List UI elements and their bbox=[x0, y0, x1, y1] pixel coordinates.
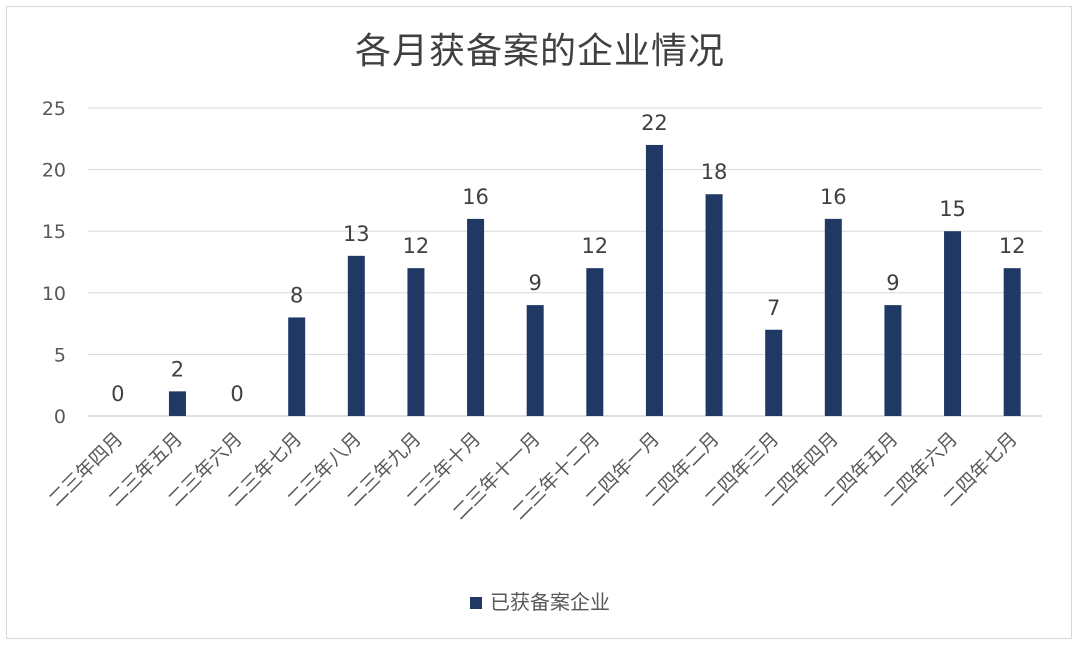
data-label: 12 bbox=[581, 234, 608, 258]
legend-label: 已获备案企业 bbox=[490, 590, 610, 614]
data-label: 12 bbox=[403, 234, 430, 258]
bar bbox=[944, 231, 962, 416]
bar bbox=[586, 268, 604, 416]
bar bbox=[705, 194, 723, 416]
bar bbox=[824, 218, 842, 416]
data-label: 0 bbox=[111, 382, 124, 406]
legend-swatch bbox=[470, 596, 482, 609]
data-label: 7 bbox=[767, 296, 780, 320]
y-tick-label: 15 bbox=[42, 221, 66, 243]
bar bbox=[645, 144, 663, 416]
data-label: 9 bbox=[886, 271, 899, 295]
y-tick-label: 25 bbox=[42, 98, 66, 120]
y-tick-label: 5 bbox=[54, 344, 66, 366]
bar bbox=[765, 329, 783, 416]
data-label: 8 bbox=[290, 283, 303, 307]
data-label: 9 bbox=[529, 271, 542, 295]
data-label: 0 bbox=[230, 382, 243, 406]
bar bbox=[1003, 268, 1021, 416]
bar bbox=[884, 305, 902, 416]
data-label: 16 bbox=[462, 185, 489, 209]
chart-legend: 已获备案企业 bbox=[0, 586, 1080, 615]
bar bbox=[526, 305, 544, 416]
data-label: 2 bbox=[171, 357, 184, 381]
bar bbox=[168, 391, 186, 416]
data-label: 15 bbox=[939, 197, 966, 221]
bar bbox=[407, 268, 425, 416]
data-label: 22 bbox=[641, 111, 668, 135]
chart-title: 各月获备案的企业情况 bbox=[354, 31, 725, 72]
y-tick-label: 10 bbox=[42, 283, 66, 305]
y-tick-label: 20 bbox=[42, 160, 66, 182]
data-label: 18 bbox=[701, 160, 728, 184]
data-label: 16 bbox=[820, 185, 847, 209]
y-tick-label: 0 bbox=[54, 406, 66, 428]
bar bbox=[467, 218, 485, 416]
data-label: 13 bbox=[343, 222, 370, 246]
bar bbox=[347, 255, 365, 416]
data-label: 12 bbox=[999, 234, 1026, 258]
bar bbox=[288, 317, 306, 416]
